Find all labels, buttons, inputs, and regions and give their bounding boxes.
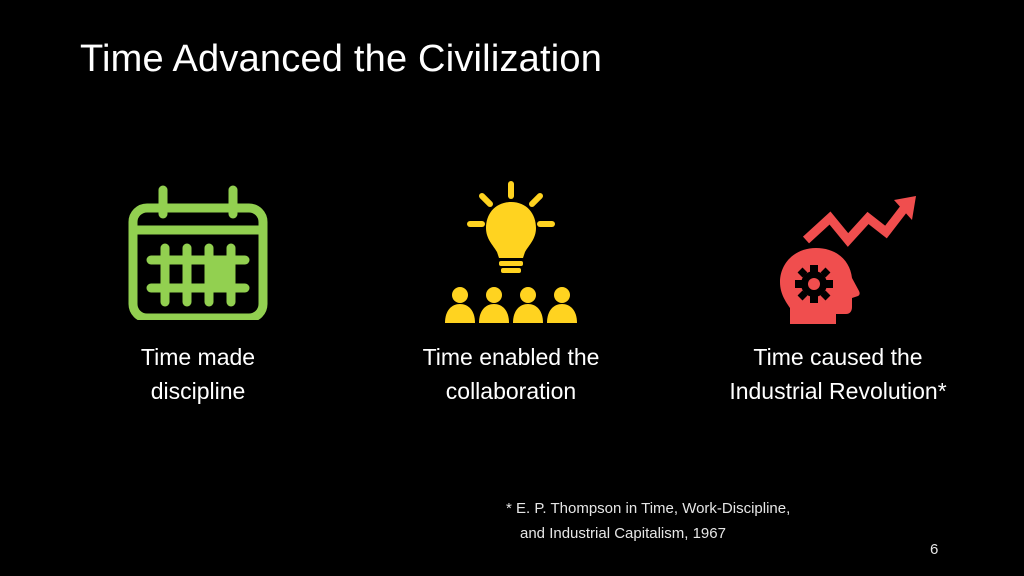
calendar-icon <box>48 178 348 328</box>
column-discipline: Time made discipline <box>48 178 348 408</box>
caption-line: Time made <box>140 344 256 370</box>
column-collaboration: Time enabled the collaboration <box>361 178 661 408</box>
caption-industrial-revolution: Time caused the Industrial Revolution* <box>688 340 988 408</box>
caption-line: Time caused the <box>753 344 923 370</box>
caption-discipline: Time made discipline <box>48 340 348 408</box>
slide-title: Time Advanced the Civilization <box>80 38 603 80</box>
caption-line: Industrial Revolution* <box>729 378 947 404</box>
lightbulb-team-icon <box>361 178 661 328</box>
caption-collaboration: Time enabled the collaboration <box>361 340 661 408</box>
footnote-line: and Industrial Capitalism, 1967 <box>520 525 726 542</box>
caption-line: collaboration <box>445 378 577 404</box>
head-gear-growth-icon <box>688 178 988 328</box>
caption-line: discipline <box>150 378 246 404</box>
caption-line: Time enabled the <box>422 344 600 370</box>
footnote: * E. P. Thompson in Time, Work-Disciplin… <box>506 496 790 546</box>
page-number: 6 <box>930 541 939 558</box>
column-industrial-revolution: Time caused the Industrial Revolution* <box>688 178 988 408</box>
footnote-line: * E. P. Thompson in Time, Work-Disciplin… <box>506 500 791 517</box>
